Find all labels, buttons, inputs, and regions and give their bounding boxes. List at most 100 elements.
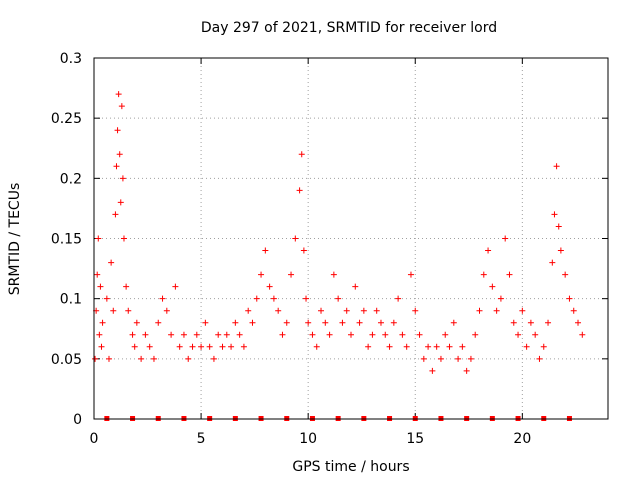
data-point	[258, 271, 265, 278]
y-tick-label: 0.15	[51, 232, 82, 248]
x-axis-label: GPS time / hours	[292, 459, 409, 475]
data-point	[198, 343, 205, 350]
x-tick-label: 5	[197, 431, 206, 447]
data-point	[467, 355, 474, 362]
data-point	[298, 151, 305, 158]
data-point	[403, 343, 410, 350]
data-point	[551, 211, 558, 218]
data-point	[129, 331, 136, 338]
data-point	[279, 331, 286, 338]
data-point	[313, 343, 320, 350]
data-point	[288, 271, 295, 278]
data-point	[202, 319, 209, 326]
data-point	[303, 295, 310, 302]
y-tick-label: 0.05	[51, 352, 82, 368]
data-point	[472, 331, 479, 338]
data-point	[98, 343, 105, 350]
data-point	[159, 295, 166, 302]
data-point	[557, 247, 564, 254]
data-point	[110, 307, 117, 314]
y-tick-label: 0	[73, 412, 82, 428]
data-point	[519, 307, 526, 314]
data-point	[240, 343, 247, 350]
x-tick-label: 15	[406, 431, 424, 447]
x-tick-label: 20	[513, 431, 531, 447]
data-point	[133, 319, 140, 326]
data-point	[193, 331, 200, 338]
x-tick-label: 10	[299, 431, 317, 447]
data-point	[326, 331, 333, 338]
data-point	[223, 331, 230, 338]
data-point	[527, 319, 534, 326]
data-point	[442, 331, 449, 338]
data-point	[168, 331, 175, 338]
data-point	[352, 283, 359, 290]
data-point	[119, 175, 126, 182]
data-point	[532, 331, 539, 338]
data-point	[155, 319, 162, 326]
data-point	[189, 343, 196, 350]
data-point	[455, 355, 462, 362]
data-point	[459, 343, 466, 350]
y-axis-label: SRMTID / TECUs	[7, 183, 23, 296]
data-point	[296, 187, 303, 194]
data-point	[305, 319, 312, 326]
data-point	[555, 223, 562, 230]
data-point	[386, 343, 393, 350]
data-point	[476, 307, 483, 314]
data-point	[105, 355, 112, 362]
data-point	[114, 127, 121, 134]
data-point	[206, 343, 213, 350]
data-point	[120, 235, 127, 242]
data-point	[118, 103, 125, 110]
data-point	[348, 331, 354, 338]
data-point	[99, 319, 106, 326]
data-point	[433, 343, 440, 350]
data-point	[232, 319, 239, 326]
data-point	[96, 331, 103, 338]
data-point	[377, 319, 384, 326]
data-point	[185, 355, 192, 362]
data-point	[318, 307, 325, 314]
data-point	[176, 343, 183, 350]
data-point	[485, 247, 492, 254]
data-point	[437, 355, 444, 362]
data-point	[450, 319, 457, 326]
data-point	[292, 235, 299, 242]
data-point	[330, 271, 337, 278]
data-point	[116, 151, 123, 158]
data-point	[412, 307, 419, 314]
data-point	[228, 343, 235, 350]
data-point	[94, 271, 101, 278]
y-tick-label: 0.3	[60, 51, 82, 67]
data-point	[579, 331, 586, 338]
data-point	[463, 367, 470, 374]
data-point	[253, 295, 260, 302]
data-point	[262, 247, 269, 254]
plot-frame	[93, 57, 609, 420]
data-point	[115, 91, 122, 98]
x-tick-label: 0	[90, 431, 99, 447]
data-point	[493, 307, 500, 314]
data-points	[92, 91, 586, 374]
y-tick-label: 0.2	[60, 171, 82, 187]
data-point	[429, 367, 436, 374]
data-point	[249, 319, 256, 326]
y-tick-label: 0.1	[60, 292, 82, 308]
data-point	[416, 331, 423, 338]
data-point	[113, 163, 120, 170]
data-point	[420, 355, 427, 362]
data-point	[553, 163, 560, 170]
data-point	[275, 307, 282, 314]
y-tick-label: 0.25	[51, 111, 82, 127]
x-tick-labels: 0 5 10 15 20	[90, 431, 532, 447]
data-point	[103, 295, 110, 302]
data-point	[95, 235, 102, 242]
y-tick-labels: 0 0.05 0.1 0.15 0.2 0.25 0.3	[51, 51, 82, 428]
data-point	[245, 307, 252, 314]
data-point	[373, 307, 380, 314]
data-point	[480, 271, 487, 278]
data-point	[131, 343, 138, 350]
data-point	[365, 343, 372, 350]
